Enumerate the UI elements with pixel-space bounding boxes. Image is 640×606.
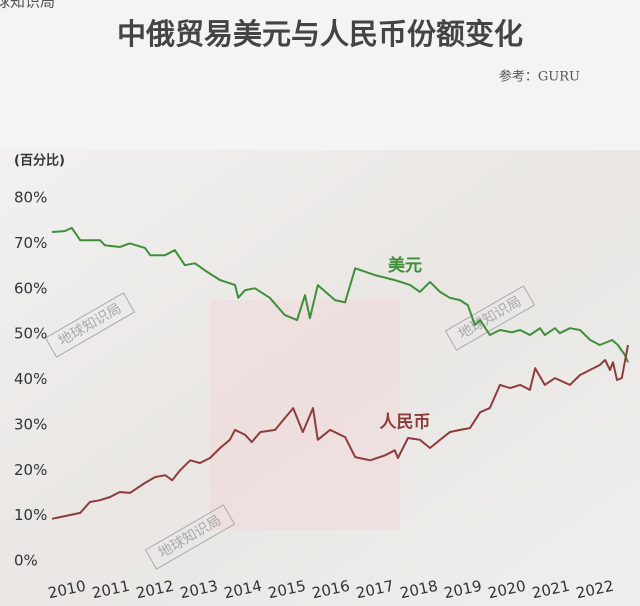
header-brand: 地球知识局: [0, 0, 55, 11]
y-tick-label: 60%: [14, 279, 47, 297]
y-tick-label: 0%: [14, 552, 38, 570]
banknote: [210, 300, 400, 530]
y-tick-label: 70%: [14, 234, 47, 252]
watermark-box: [44, 292, 136, 358]
y-tick-label: 30%: [14, 415, 47, 433]
series-label: 美元: [388, 255, 422, 276]
y-axis-label: (百分比): [14, 153, 65, 169]
watermark-box: [444, 285, 536, 351]
y-tick-label: 20%: [14, 461, 47, 479]
y-tick-label: 10%: [14, 506, 47, 524]
y-tick-label: 40%: [14, 370, 47, 388]
watermark-box: [144, 504, 236, 570]
line: [51, 226, 629, 363]
series-label: 人民币: [380, 413, 431, 433]
line: [51, 344, 629, 520]
source: 参考：GURU: [499, 69, 580, 85]
y-tick-label: 50%: [14, 325, 47, 343]
chart-title: 中俄贸易美元与人民币份额变化: [117, 17, 523, 51]
y-tick-label: 80%: [14, 189, 47, 207]
